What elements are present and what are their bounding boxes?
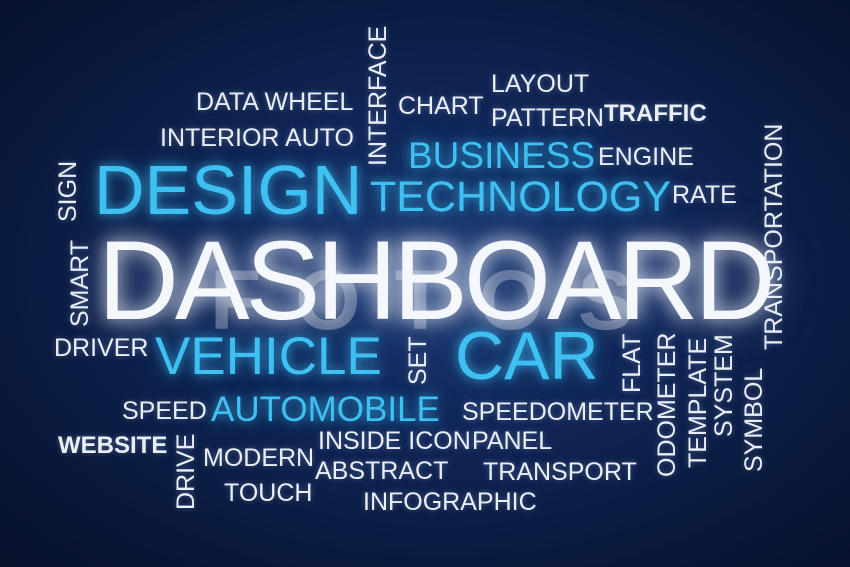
word-design: DESIGN	[94, 151, 363, 229]
word-sign: SIGN	[54, 160, 82, 222]
word-smart: SMART	[66, 239, 94, 327]
word-speedometer: SPEEDOMETER	[462, 398, 654, 426]
word-modern: MODERN	[203, 444, 315, 472]
word-business: BUSINESS	[408, 135, 596, 176]
word-touch: TOUCH	[224, 479, 313, 507]
word-abstract: ABSTRACT	[315, 457, 449, 485]
word-interface: INTERFACE	[364, 25, 392, 166]
word-automobile: AUTOMOBILE	[211, 390, 440, 429]
word-panel: PANEL	[472, 427, 553, 455]
word-interior-auto: INTERIOR AUTO	[160, 124, 355, 152]
word-vehicle: VEHICLE	[155, 327, 382, 386]
word-rate: RATE	[672, 181, 737, 209]
word-drive: DRIVE	[172, 433, 200, 510]
watermark: FOTOS	[210, 253, 668, 347]
word-inside-icon: INSIDE ICON	[318, 427, 471, 455]
word-speed: SPEED	[122, 397, 207, 425]
word-template: TEMPLATE	[684, 337, 712, 468]
word-flat: FLAT	[618, 333, 646, 393]
word-set: SET	[404, 336, 432, 385]
word-infographic: INFOGRAPHIC	[363, 488, 537, 516]
word-driver: DRIVER	[54, 334, 149, 362]
word-symbol: SYMBOL	[740, 367, 768, 472]
word-technology: TECHNOLOGY	[370, 173, 672, 221]
word-layout: LAYOUT	[491, 70, 590, 98]
word-odometer: ODOMETER	[653, 332, 681, 477]
word-chart: CHART	[398, 92, 484, 120]
word-car: CAR	[455, 318, 599, 394]
word-pattern: PATTERN	[491, 104, 604, 132]
word-transport: TRANSPORT	[483, 458, 637, 486]
word-website: WEBSITE	[58, 432, 168, 459]
word-system: SYSTEM	[710, 334, 738, 437]
word-engine: ENGINE	[598, 143, 694, 171]
word-dashboard: DASHBOARD	[98, 218, 775, 343]
word-traffic: TRAFFIC	[604, 100, 707, 127]
word-data-wheel: DATA WHEEL	[196, 88, 354, 116]
